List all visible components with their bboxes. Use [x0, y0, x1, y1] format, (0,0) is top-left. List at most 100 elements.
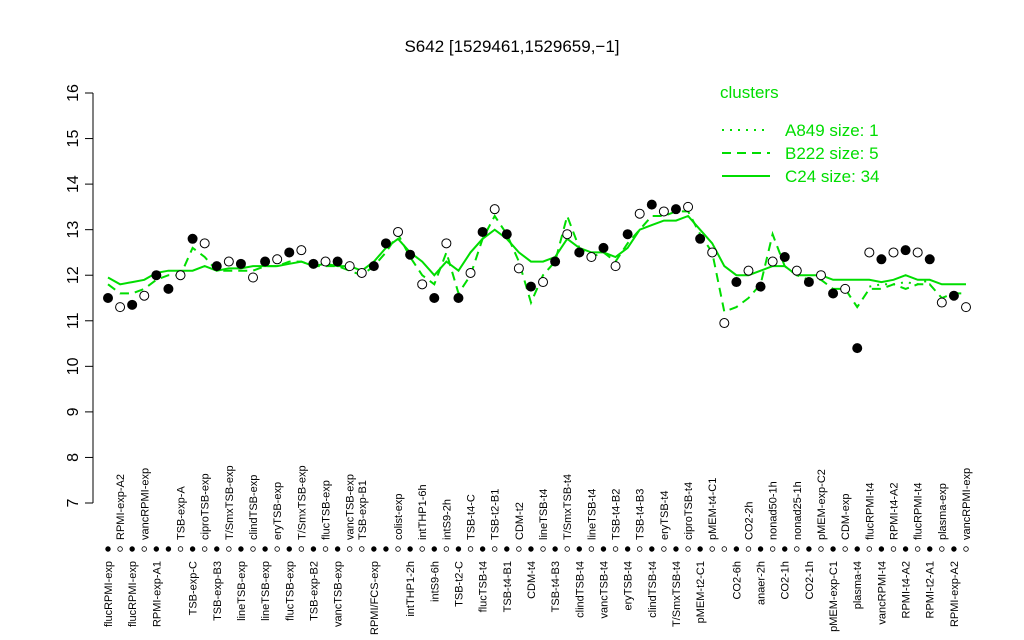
rug: [745, 546, 752, 552]
x-tick-label: intTHP1-6h: [417, 484, 429, 540]
x-tick-label: ciproTSB-t4: [683, 482, 695, 540]
point: [670, 204, 681, 215]
point: [767, 256, 778, 267]
point: [900, 245, 911, 256]
point: [622, 229, 633, 240]
point: [550, 256, 561, 267]
x-tick-label: T/SmxTSB-t4: [671, 561, 683, 627]
x-tick-label: vancRPMI-exp: [961, 468, 973, 540]
rug: [552, 546, 558, 552]
point: [815, 270, 826, 281]
point: [127, 299, 138, 310]
x-tick-label: CDM-t4: [526, 561, 538, 599]
x-tick-label: lineTSB-exp: [260, 561, 272, 621]
rug: [226, 546, 232, 552]
point: [864, 247, 875, 258]
point: [574, 247, 585, 258]
rug: [782, 546, 788, 552]
rug: [540, 546, 546, 552]
x-tick-label: TSB-t4-B2: [611, 489, 623, 540]
x-tick-label: eryTSB-t4: [623, 561, 635, 611]
rug: [528, 546, 534, 552]
rug: [637, 546, 643, 552]
rug: [141, 546, 147, 552]
x-tick-label: clindTSB-t4: [647, 561, 659, 618]
x-tick-label: intTHP1-2h: [405, 561, 417, 617]
y-tick-label: 7: [65, 498, 82, 507]
x-tick-label: vancTSB-exp: [333, 561, 345, 627]
point: [828, 288, 839, 299]
rug: [963, 546, 969, 552]
rug: [407, 546, 413, 552]
rug: [576, 546, 582, 552]
point: [501, 229, 512, 240]
point: [453, 293, 464, 303]
point: [525, 281, 536, 292]
x-tick-label: pMEM-t4-C1: [707, 478, 719, 540]
point: [284, 247, 295, 258]
rug: [890, 546, 897, 552]
rug: [685, 546, 691, 552]
point: [658, 206, 669, 217]
rug: [250, 546, 256, 552]
x-tick-label: T/SmxTSB-exp: [296, 465, 308, 540]
point: [598, 242, 609, 253]
rug: [902, 546, 909, 552]
point: [296, 245, 307, 256]
point: [646, 199, 657, 210]
x-tick-label: RPMI-t4-A2: [888, 483, 900, 540]
point: [538, 277, 549, 288]
x-tick-label: TSB-exp-B1: [357, 480, 369, 540]
x-tick-label: flucRPMI-t4: [864, 483, 876, 540]
x-tick-label: flucTSB-exp: [321, 480, 333, 540]
x-tick-label: RPMI-exp-A1: [151, 561, 163, 627]
point: [211, 261, 222, 272]
point: [912, 247, 923, 258]
rug: [359, 546, 365, 552]
rug: [189, 546, 196, 552]
x-tick-label: eryTSB-t4: [659, 490, 671, 540]
point: [695, 233, 706, 244]
point: [320, 256, 331, 267]
rug: [612, 546, 619, 552]
x-tick-label: pMEM-exp-C1: [828, 561, 840, 632]
rug: [516, 546, 522, 552]
point: [803, 277, 814, 288]
point: [380, 238, 391, 249]
x-tick-label: nonad25-1h: [792, 481, 804, 540]
rug: [153, 546, 160, 552]
x-tick-label: eryTSB-exp: [272, 482, 284, 540]
rug: [492, 546, 498, 552]
point: [163, 283, 174, 294]
point: [223, 256, 234, 267]
x-tick-label: TSB-t4-C: [466, 494, 478, 540]
rug: [818, 546, 824, 552]
rug: [661, 546, 667, 552]
x-tick-label: CDM-exp: [840, 494, 852, 540]
rug: [600, 546, 607, 552]
y-tick-label: 14: [65, 175, 82, 193]
x-tick-label: TSB-t2-B1: [490, 489, 502, 540]
point: [115, 302, 126, 313]
point: [924, 254, 935, 265]
rug: [431, 546, 437, 552]
x-tick-label: TSB-t2-C: [453, 561, 465, 607]
rug: [914, 546, 921, 552]
x-tick-label: pMEM-exp-C2: [816, 469, 828, 540]
point: [755, 281, 766, 292]
rug: [866, 546, 873, 552]
x-tick-label: lineTSB-exp: [236, 561, 248, 621]
x-tick-label: ciproTSB-exp: [200, 473, 212, 540]
rug: [238, 546, 244, 552]
rug: [177, 546, 184, 552]
x-tick-label: vancRPMI-t4: [876, 561, 888, 625]
x-tick-label: plasma-exp: [937, 483, 949, 540]
x-tick-label: TSB-exp-B2: [308, 561, 320, 621]
rug: [649, 546, 655, 552]
point: [235, 258, 246, 269]
point: [393, 226, 404, 237]
point: [175, 270, 186, 281]
y-tick-label: 15: [65, 130, 82, 148]
rug: [951, 546, 957, 552]
point: [417, 279, 428, 290]
